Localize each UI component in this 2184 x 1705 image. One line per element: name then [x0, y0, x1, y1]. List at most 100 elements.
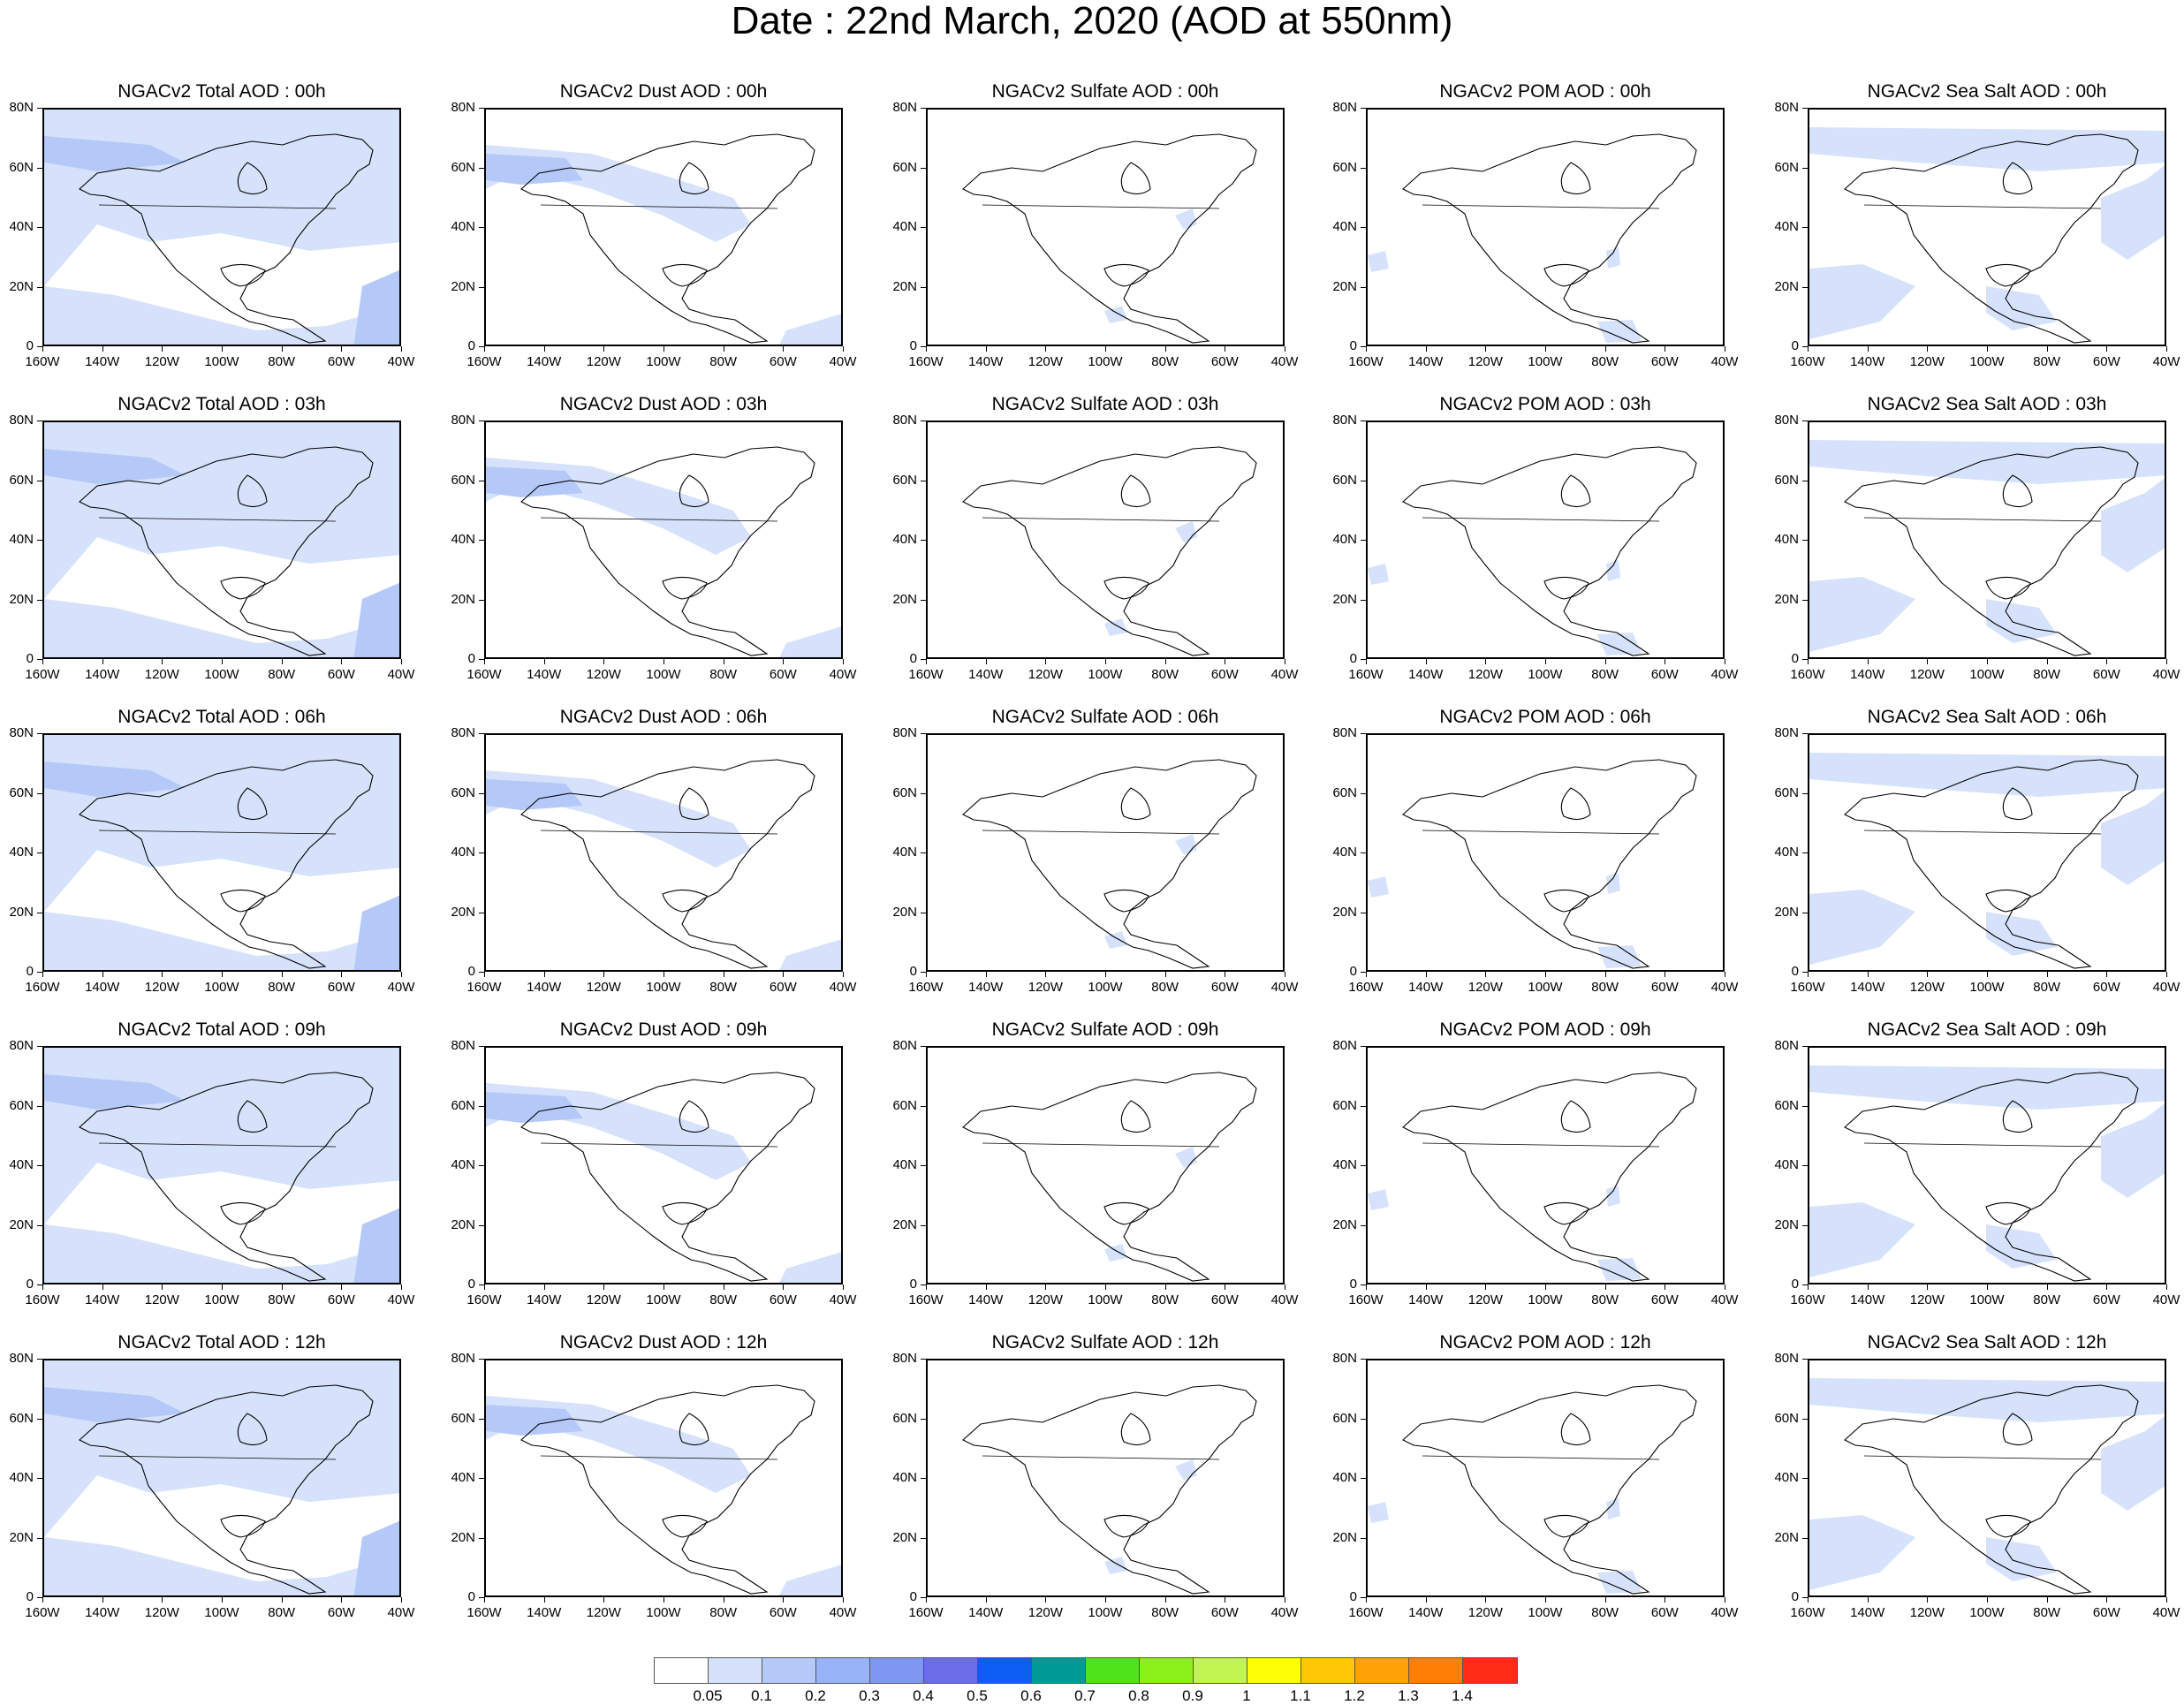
- lon-tick-mark: [1808, 659, 1809, 664]
- us-canada-border: [540, 1455, 778, 1460]
- lon-tick-mark: [341, 346, 343, 352]
- lon-tick-mark: [2106, 1284, 2108, 1290]
- us-canada-border: [1863, 1142, 2102, 1148]
- lat-tick-mark: [479, 1418, 484, 1420]
- lon-tick-mark: [603, 1284, 605, 1290]
- us-canada-border: [1422, 517, 1660, 522]
- map-svg: [962, 759, 1257, 969]
- lat-tick-label: 40N: [1774, 219, 1799, 234]
- lon-tick-mark: [1927, 346, 1929, 352]
- map-svg: [1368, 133, 1697, 344]
- lat-tick-mark: [921, 1165, 926, 1166]
- aod-shading: [44, 1360, 399, 1537]
- lon-tick-label: 100W: [1528, 354, 1563, 369]
- lon-tick-label: 80W: [709, 980, 738, 995]
- aod-shading: [1368, 564, 1389, 585]
- gulf-outline: [1985, 889, 2031, 913]
- lat-tick-label: 80N: [1774, 1351, 1799, 1366]
- lat-tick-mark: [921, 1359, 926, 1360]
- lon-tick-label: 120W: [144, 667, 179, 682]
- lat-tick-label: 0: [467, 964, 475, 979]
- lon-tick-label: 60W: [2092, 667, 2120, 682]
- lon-tick-label: 100W: [204, 354, 239, 369]
- aod-shading: [779, 626, 841, 657]
- lon-tick-label: 100W: [646, 980, 681, 995]
- lon-tick-label: 60W: [1210, 1292, 1239, 1307]
- aod-shading: [2101, 478, 2165, 572]
- lat-tick-label: 60N: [1332, 784, 1357, 800]
- lat-tick-label: 80N: [451, 1038, 475, 1053]
- aod-shading: [1809, 1202, 1915, 1277]
- legend-swatch: [655, 1658, 709, 1683]
- lat-tick-label: 20N: [9, 904, 34, 920]
- panel-title: NGACv2 Dust AOD : 09h: [559, 1019, 768, 1040]
- lon-tick-label: 100W: [1528, 980, 1563, 995]
- us-canada-border: [982, 1455, 1220, 1460]
- lon-tick-label: 120W: [586, 354, 621, 369]
- lon-tick-mark: [1366, 659, 1367, 664]
- lon-tick-mark: [1604, 346, 1606, 352]
- lat-tick-label: 80N: [892, 413, 917, 428]
- us-canada-border: [540, 517, 778, 522]
- us-canada-border: [982, 517, 1220, 522]
- lon-tick-mark: [1545, 346, 1546, 352]
- aod-map-panel: [42, 1046, 401, 1284]
- lon-tick-label: 160W: [466, 1292, 502, 1307]
- lon-tick-mark: [42, 972, 43, 977]
- lon-tick-label: 120W: [1467, 667, 1503, 682]
- map-svg: [486, 446, 841, 657]
- lon-tick-label: 80W: [268, 667, 296, 682]
- lon-tick-mark: [222, 972, 223, 977]
- lat-tick-mark: [479, 1165, 484, 1166]
- lon-tick-label: 140W: [968, 980, 1004, 995]
- lat-tick-mark: [1361, 1418, 1366, 1420]
- lon-tick-mark: [2166, 1597, 2167, 1603]
- lat-tick-mark: [1802, 1537, 1808, 1539]
- lon-tick-mark: [1485, 659, 1487, 664]
- lat-tick-mark: [921, 733, 926, 734]
- lat-tick-mark: [1361, 1478, 1366, 1479]
- lat-tick-mark: [479, 733, 484, 734]
- lon-tick-label: 60W: [769, 1605, 797, 1620]
- lon-tick-mark: [1105, 1284, 1106, 1290]
- lat-tick-mark: [1361, 792, 1366, 794]
- us-canada-border: [98, 204, 337, 209]
- lat-tick-label: 20N: [451, 591, 475, 607]
- lat-tick-label: 60N: [1774, 1410, 1799, 1426]
- lat-tick-label: 20N: [1332, 1216, 1357, 1232]
- lon-tick-label: 140W: [968, 1292, 1004, 1307]
- lon-tick-label: 140W: [527, 1292, 562, 1307]
- lon-tick-mark: [1164, 1284, 1166, 1290]
- lat-tick-mark: [1361, 108, 1366, 109]
- lat-tick-label: 20N: [892, 591, 917, 607]
- lat-tick-mark: [37, 108, 42, 109]
- hudson-bay-outline: [1120, 1413, 1151, 1446]
- aod-map-panel: [1366, 108, 1725, 346]
- coastline: [520, 133, 815, 344]
- lat-tick-label: 40N: [892, 1470, 917, 1485]
- lat-tick-mark: [37, 286, 42, 288]
- panel-title: NGACv2 Sea Salt AOD : 12h: [1867, 1332, 2107, 1353]
- lon-tick-mark: [1105, 1597, 1106, 1603]
- lat-tick-label: 0: [26, 1589, 34, 1604]
- gulf-outline: [662, 1514, 708, 1538]
- aod-shading: [2101, 1416, 2165, 1511]
- aod-map-panel: [1808, 733, 2166, 972]
- lon-tick-label: 40W: [387, 980, 415, 995]
- lat-tick-label: 20N: [9, 1216, 34, 1232]
- lon-tick-mark: [162, 1284, 163, 1290]
- lat-tick-label: 0: [909, 338, 917, 353]
- lon-tick-label: 100W: [646, 1292, 681, 1307]
- lon-tick-label: 100W: [1969, 667, 2005, 682]
- lon-tick-label: 120W: [1028, 1605, 1063, 1620]
- lon-tick-mark: [926, 1284, 927, 1290]
- lon-tick-label: 120W: [144, 980, 179, 995]
- lon-tick-mark: [543, 346, 545, 352]
- lon-tick-mark: [222, 1284, 223, 1290]
- lat-tick-label: 40N: [892, 532, 917, 547]
- lat-tick-label: 0: [1791, 1589, 1799, 1604]
- lon-tick-mark: [543, 1597, 545, 1603]
- lat-tick-mark: [1802, 1046, 1808, 1047]
- lat-tick-mark: [479, 167, 484, 169]
- us-canada-border: [98, 1455, 337, 1460]
